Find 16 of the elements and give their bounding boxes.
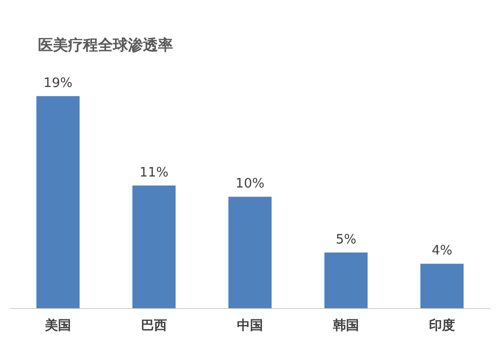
bar xyxy=(132,186,176,308)
data-label: 10% xyxy=(236,176,264,192)
x-tick-label: 印度 xyxy=(429,318,455,334)
x-tick-label: 中国 xyxy=(237,318,263,334)
bar xyxy=(36,96,80,308)
data-label: 4% xyxy=(432,244,452,259)
chart-title: 医美疗程全球渗透率 xyxy=(38,36,173,55)
data-label: 19% xyxy=(44,76,72,92)
data-label: 5% xyxy=(336,232,356,248)
x-tick-label: 美国 xyxy=(44,318,71,334)
bar xyxy=(324,252,368,308)
bar xyxy=(228,196,272,308)
data-label: 11% xyxy=(140,165,168,180)
bar xyxy=(420,264,464,308)
x-tick-label: 巴西 xyxy=(141,318,167,334)
x-tick-label: 韩国 xyxy=(332,318,359,334)
